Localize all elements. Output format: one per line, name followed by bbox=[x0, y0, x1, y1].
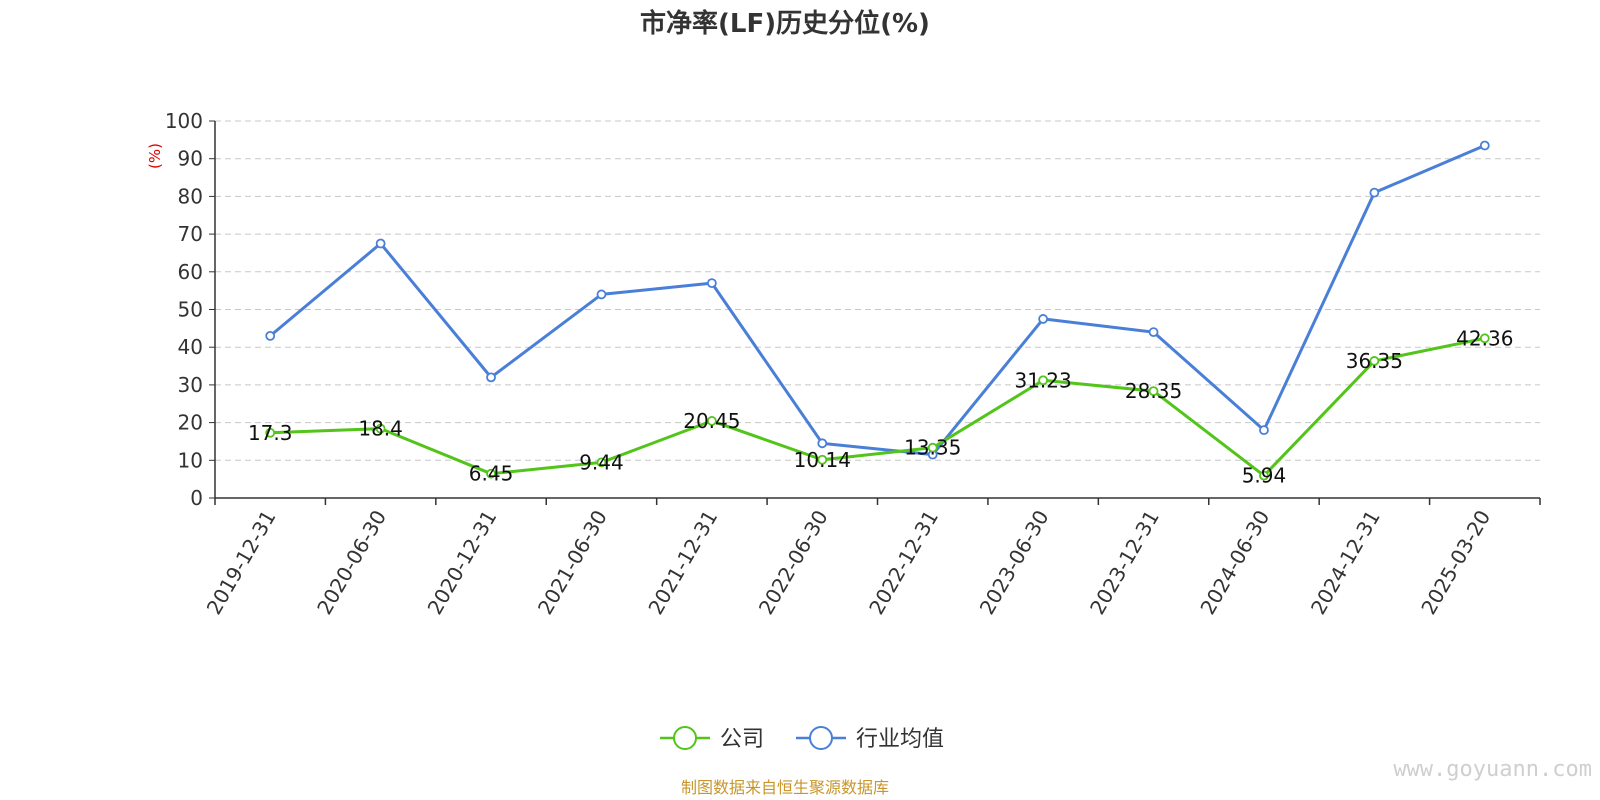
data-point[interactable] bbox=[927, 442, 938, 453]
series-layer: 17.3 18.4 6.45 9.44 20.45 10.14 13.35 31.23 28.3… bbox=[248, 140, 1513, 488]
series-line bbox=[269, 144, 1486, 457]
data-point[interactable] bbox=[486, 468, 496, 479]
data-point[interactable] bbox=[265, 330, 276, 341]
x-tick-label: 2019-12-31 bbox=[202, 506, 281, 619]
data-labels-0: 17.3 18.4 6.45 9.44 20.45 10.14 13.35 31.23 28.3… bbox=[248, 326, 1513, 487]
data-label: 31.23 bbox=[1014, 368, 1071, 392]
x-tick-label: 2022-12-31 bbox=[864, 506, 943, 619]
y-tick-label: 30 bbox=[178, 373, 203, 397]
x-tick-label: 2020-12-31 bbox=[423, 506, 502, 619]
data-label: 5.94 bbox=[1242, 464, 1287, 488]
data-point[interactable] bbox=[486, 372, 496, 383]
y-tick-label: 10 bbox=[178, 448, 203, 472]
chart-title: 市净率(LF)历史分位(%) bbox=[640, 8, 930, 39]
x-tick-label: 2021-06-30 bbox=[533, 506, 612, 619]
data-point[interactable] bbox=[1259, 470, 1269, 481]
y-tick-label: 40 bbox=[178, 335, 203, 359]
y-tick-label: 0 bbox=[190, 486, 203, 510]
data-label: 18.4 bbox=[358, 417, 403, 441]
data-point[interactable] bbox=[596, 289, 607, 300]
data-point[interactable] bbox=[1479, 333, 1490, 344]
x-tick-label: 2024-06-30 bbox=[1195, 506, 1274, 619]
data-label: 42.36 bbox=[1456, 326, 1513, 350]
data-point[interactable] bbox=[375, 238, 386, 249]
data-label: 9.44 bbox=[579, 450, 624, 474]
data-point[interactable] bbox=[1038, 375, 1049, 386]
legend-item-0[interactable]: 公司 bbox=[660, 726, 764, 752]
data-point[interactable] bbox=[375, 423, 386, 434]
data-label: 36.35 bbox=[1346, 349, 1403, 373]
grid bbox=[215, 120, 1540, 461]
data-point[interactable] bbox=[706, 416, 717, 426]
y-tick-label: 100 bbox=[165, 109, 203, 133]
legend-label: 公司 bbox=[720, 727, 764, 752]
data-label: 10.14 bbox=[794, 448, 851, 472]
data-point[interactable] bbox=[1038, 314, 1049, 324]
axes: 0 10 20 30 40 50 60 70 80 90 100 2019-12-31 2020-06-… bbox=[165, 109, 1541, 619]
x-tick-label: 2023-06-30 bbox=[975, 506, 1054, 619]
y-tick-label: 90 bbox=[178, 147, 203, 171]
y-tick-label: 20 bbox=[178, 411, 203, 435]
series-0 bbox=[265, 333, 1490, 481]
legend-marker bbox=[809, 726, 833, 750]
y-tick-label: 70 bbox=[178, 222, 203, 246]
data-point[interactable] bbox=[1369, 187, 1380, 198]
watermark: www.goyuann.com bbox=[1393, 757, 1592, 782]
x-tick-label: 2022-06-30 bbox=[754, 506, 833, 619]
legend-marker bbox=[673, 726, 697, 750]
data-point[interactable] bbox=[1479, 140, 1490, 151]
data-point[interactable] bbox=[817, 438, 828, 449]
series-line bbox=[270, 336, 1486, 478]
x-tick-label: 2023-12-31 bbox=[1085, 506, 1164, 619]
series-1 bbox=[265, 140, 1490, 460]
data-point[interactable] bbox=[817, 454, 828, 465]
data-point[interactable] bbox=[706, 278, 717, 289]
x-tick-label: 2020-06-30 bbox=[312, 506, 391, 619]
data-source-note: 制图数据来自恒生聚源数据库 bbox=[681, 778, 889, 797]
data-point[interactable] bbox=[1148, 386, 1159, 397]
data-label: 20.45 bbox=[683, 409, 740, 433]
data-label: 28.35 bbox=[1125, 379, 1182, 403]
x-tick-label: 2021-12-31 bbox=[643, 506, 722, 619]
data-point[interactable] bbox=[1259, 425, 1269, 436]
data-label: 13.35 bbox=[904, 436, 961, 460]
y-tick-label: 50 bbox=[178, 298, 203, 322]
data-label: 17.3 bbox=[248, 421, 293, 445]
data-label: 6.45 bbox=[469, 462, 514, 486]
data-point[interactable] bbox=[596, 457, 607, 468]
y-axis-unit: (%) bbox=[146, 143, 164, 169]
y-tick-label: 80 bbox=[178, 184, 203, 208]
x-tick-label: 2024-12-31 bbox=[1306, 506, 1385, 619]
x-tick-label: 2025-03-20 bbox=[1416, 506, 1495, 619]
data-point[interactable] bbox=[1369, 356, 1380, 366]
legend-item-1[interactable]: 行业均值 bbox=[796, 726, 944, 752]
data-point[interactable] bbox=[1148, 327, 1159, 338]
legend-label: 行业均值 bbox=[856, 727, 944, 752]
legend[interactable]: 公司 行业均值 bbox=[660, 726, 944, 752]
data-point[interactable] bbox=[265, 427, 276, 438]
y-tick-label: 60 bbox=[178, 260, 203, 284]
